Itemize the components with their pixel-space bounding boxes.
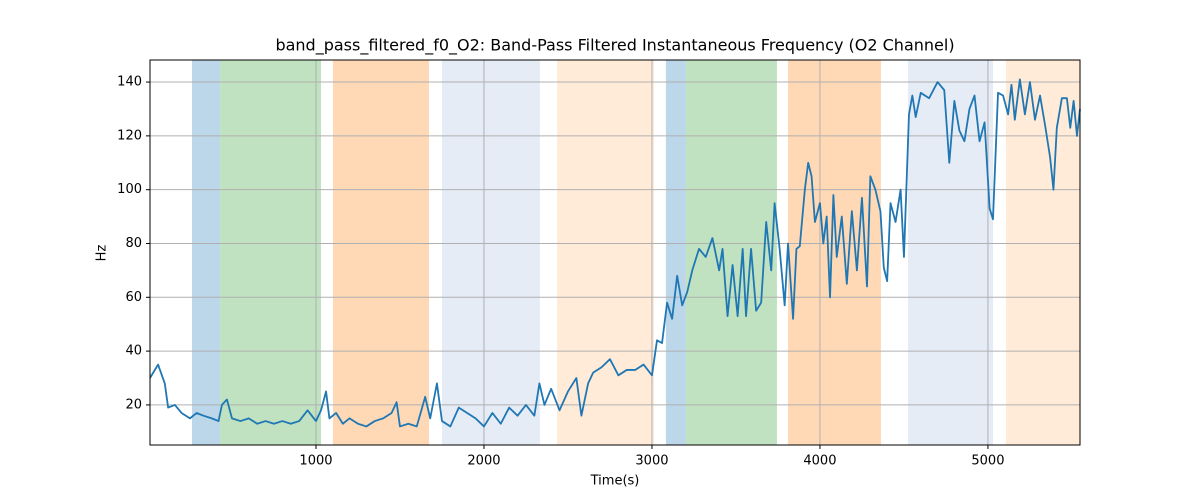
x-tick-label: 1000 xyxy=(299,454,332,469)
x-tick-label: 5000 xyxy=(971,454,1004,469)
y-tick-label: 60 xyxy=(125,290,142,305)
x-axis-label: Time(s) xyxy=(590,474,640,489)
plot-frame xyxy=(149,59,1081,446)
shaded-span xyxy=(788,60,881,445)
x-tick-label: 4000 xyxy=(803,454,836,469)
shaded-span xyxy=(220,60,322,445)
chart-title: band_pass_filtered_f0_O2: Band-Pass Filt… xyxy=(275,36,954,56)
shaded-span xyxy=(1005,60,1080,445)
shaded-span xyxy=(665,60,686,445)
shaded-span xyxy=(332,60,430,445)
y-tick-label: 100 xyxy=(117,182,142,197)
y-tick-label: 120 xyxy=(117,128,142,143)
shaded-span xyxy=(907,60,993,445)
y-tick-label: 40 xyxy=(125,344,142,359)
x-tick-label: 2000 xyxy=(467,454,500,469)
y-tick-label: 20 xyxy=(125,397,142,412)
shaded-span xyxy=(441,60,540,445)
y-tick-label: 140 xyxy=(117,75,142,90)
shaded-span xyxy=(557,60,654,445)
x-tick-label: 3000 xyxy=(635,454,668,469)
shaded-span xyxy=(191,60,221,445)
data-line xyxy=(149,78,1081,428)
y-tick-label: 80 xyxy=(125,236,142,251)
y-axis-label: Hz xyxy=(95,245,110,262)
shaded-span xyxy=(685,60,777,445)
